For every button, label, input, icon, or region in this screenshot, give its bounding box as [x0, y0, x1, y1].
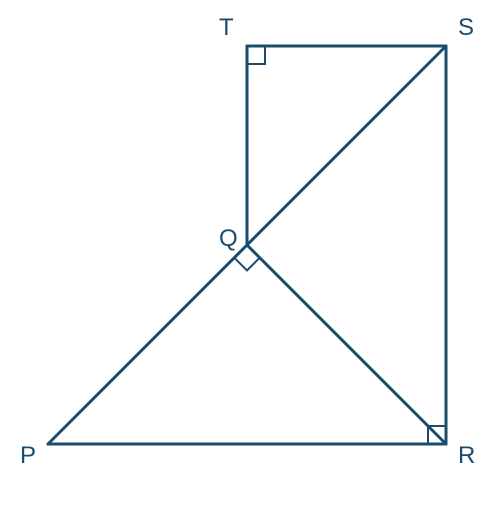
geometry-diagram: P R Q S T — [0, 0, 500, 503]
vertex-label-t: T — [219, 14, 234, 42]
vertex-label-r: R — [458, 442, 475, 470]
vertex-label-p: P — [20, 442, 36, 470]
diagram-svg — [0, 0, 500, 503]
vertex-label-q: Q — [219, 225, 238, 253]
vertex-label-s: S — [458, 14, 474, 42]
